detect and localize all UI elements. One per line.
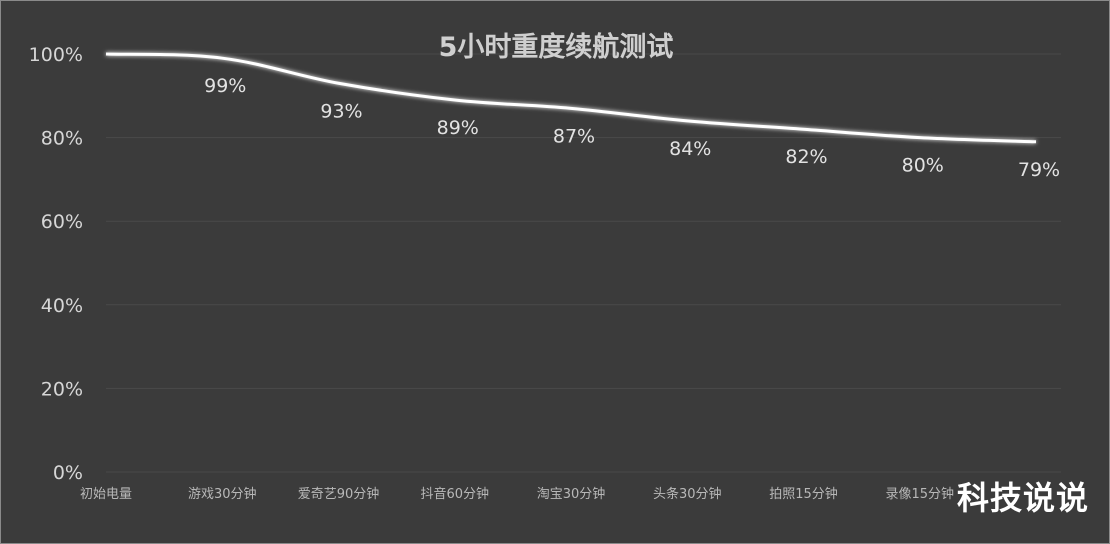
y-tick-label: 100% — [29, 44, 83, 66]
y-tick-label: 0% — [53, 462, 83, 484]
data-label: 79% — [1018, 159, 1060, 181]
series-line — [105, 52, 1037, 144]
x-tick-label: 录像15分钟 — [885, 486, 954, 502]
data-label: 84% — [669, 138, 711, 160]
x-tick-label: 拍照15分钟 — [769, 486, 838, 502]
data-label: 89% — [437, 117, 479, 139]
y-tick-label: 40% — [41, 295, 83, 317]
data-label: 99% — [204, 75, 246, 97]
chart-title: 5小时重度续航测试 — [439, 31, 674, 63]
data-label: 93% — [320, 100, 362, 122]
watermark: 科技说说 — [956, 479, 1089, 517]
data-label: 82% — [785, 146, 827, 168]
y-tick-label: 80% — [41, 128, 83, 150]
data-label: 87% — [553, 125, 595, 147]
x-tick-label: 爱奇艺90分钟 — [298, 486, 380, 502]
x-tick-label: 头条30分钟 — [653, 486, 722, 502]
grid — [106, 53, 1061, 473]
y-axis: 0% 20% 40% 60% 80% 100% — [29, 44, 83, 484]
data-labels: 99% 93% 89% 87% 84% 82% 80% 79% — [204, 75, 1060, 181]
x-tick-label: 淘宝30分钟 — [537, 486, 606, 502]
x-tick-label: 初始电量 — [80, 487, 132, 502]
data-label: 80% — [902, 155, 944, 177]
y-tick-label: 60% — [41, 211, 83, 233]
x-axis: 初始电量 游戏30分钟 爱奇艺90分钟 抖音60分钟 淘宝30分钟 头条30分钟 拍照15分… — [80, 486, 954, 502]
x-tick-label: 游戏30分钟 — [188, 486, 257, 502]
y-tick-label: 20% — [41, 378, 83, 400]
x-tick-label: 抖音60分钟 — [420, 486, 489, 502]
